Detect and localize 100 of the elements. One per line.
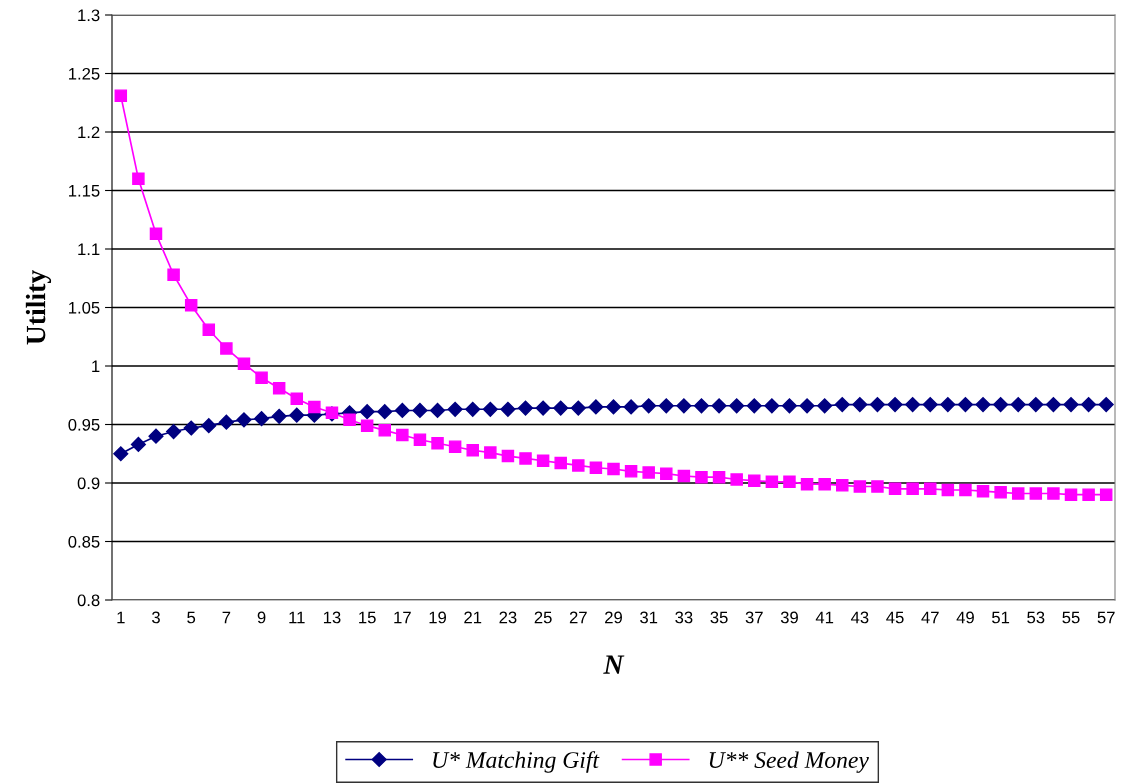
- legend-label: U* Matching Gift: [433, 751, 600, 773]
- point: [148, 428, 164, 444]
- point: [800, 477, 814, 491]
- x-tick-label: 19: [429, 611, 447, 624]
- point: [1081, 397, 1097, 413]
- x-tick-label: 53: [1027, 611, 1045, 624]
- y-tick-label: 1.05: [69, 301, 100, 314]
- point: [482, 401, 498, 417]
- point: [624, 465, 638, 478]
- y-tick-label: 1: [92, 360, 100, 373]
- y-tick-label: 0.85: [68, 535, 100, 548]
- point: [254, 411, 270, 427]
- point: [730, 473, 743, 486]
- point: [693, 398, 710, 414]
- point: [378, 424, 391, 437]
- point: [413, 433, 427, 446]
- x-tick-label: 15: [359, 611, 376, 624]
- point: [517, 400, 534, 416]
- point: [589, 461, 603, 475]
- point: [360, 419, 374, 432]
- x-tick-label: 13: [323, 611, 341, 624]
- point: [429, 402, 446, 419]
- x-tick-label: 33: [675, 611, 693, 624]
- point: [377, 404, 393, 420]
- point: [975, 397, 991, 413]
- point: [412, 402, 428, 419]
- point: [149, 227, 163, 241]
- x-tick-label: 23: [499, 611, 517, 624]
- x-tick-label: 47: [921, 611, 939, 624]
- point: [184, 298, 198, 312]
- point: [1098, 397, 1114, 413]
- point: [818, 477, 831, 491]
- point: [994, 486, 1007, 499]
- point: [484, 446, 497, 459]
- point: [922, 397, 938, 413]
- point: [237, 357, 251, 370]
- point: [887, 397, 903, 413]
- point: [113, 446, 129, 462]
- x-tick-label: 7: [222, 611, 231, 624]
- point: [834, 397, 850, 413]
- point: [1010, 397, 1026, 413]
- point: [605, 399, 622, 415]
- point: [1047, 487, 1060, 500]
- point: [183, 420, 199, 436]
- y-tick-label: 1.25: [69, 67, 100, 80]
- point: [1082, 488, 1095, 501]
- point: [871, 480, 884, 493]
- x-tick-label: 3: [151, 611, 160, 624]
- point: [220, 342, 233, 355]
- y-tick-label: 1.2: [78, 126, 100, 139]
- point: [236, 412, 252, 428]
- x-tick-label: 31: [640, 611, 658, 624]
- point: [343, 413, 356, 427]
- x-tick-label: 21: [464, 611, 482, 624]
- point: [993, 397, 1009, 413]
- legend-label: U** Seed Money: [709, 751, 869, 773]
- point: [712, 470, 726, 484]
- point: [783, 475, 796, 489]
- point: [642, 466, 655, 479]
- x-tick-label: 45: [886, 611, 904, 624]
- point: [676, 398, 692, 414]
- point: [570, 400, 586, 416]
- point: [290, 392, 304, 406]
- point: [695, 470, 708, 484]
- point: [130, 436, 146, 452]
- point: [201, 418, 217, 434]
- point: [729, 398, 745, 414]
- point: [1064, 488, 1078, 501]
- point: [888, 482, 902, 496]
- point: [905, 397, 921, 413]
- point: [959, 483, 972, 497]
- x-tick-label: 57: [1097, 611, 1115, 624]
- point: [166, 423, 182, 440]
- point: [660, 467, 673, 480]
- point: [572, 459, 585, 472]
- x-tick-label: 9: [257, 611, 266, 624]
- point: [447, 401, 463, 417]
- point: [132, 172, 145, 186]
- point: [501, 449, 515, 463]
- point: [500, 401, 516, 417]
- point: [764, 398, 780, 414]
- point: [677, 469, 691, 483]
- y-tick-label: 1.3: [78, 9, 100, 22]
- point: [519, 452, 532, 465]
- point: [535, 400, 551, 416]
- point: [976, 484, 990, 498]
- point: [271, 408, 287, 424]
- point: [359, 404, 375, 420]
- point: [746, 398, 762, 414]
- x-tick-label: 25: [534, 611, 552, 624]
- point: [1011, 487, 1025, 500]
- x-axis-title: N: [603, 655, 625, 674]
- point: [308, 400, 321, 414]
- point: [1029, 487, 1043, 500]
- point: [465, 401, 481, 417]
- x-tick-label: 37: [745, 611, 763, 624]
- x-tick-label: 11: [289, 611, 305, 624]
- point: [114, 89, 128, 102]
- point: [448, 440, 462, 453]
- point: [554, 456, 567, 470]
